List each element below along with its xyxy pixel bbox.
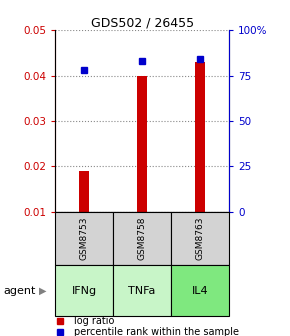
Text: IL4: IL4 [192, 286, 209, 296]
Text: TNFa: TNFa [128, 286, 156, 296]
FancyBboxPatch shape [113, 265, 171, 316]
Text: GSM8758: GSM8758 [137, 217, 147, 260]
FancyBboxPatch shape [171, 265, 229, 316]
Text: agent: agent [3, 286, 35, 296]
FancyBboxPatch shape [55, 265, 113, 316]
FancyBboxPatch shape [171, 212, 229, 265]
Title: GDS502 / 26455: GDS502 / 26455 [90, 16, 194, 29]
Bar [195, 62, 205, 212]
Text: percentile rank within the sample: percentile rank within the sample [74, 327, 239, 336]
Text: GSM8763: GSM8763 [195, 217, 205, 260]
Text: IFNg: IFNg [72, 286, 97, 296]
FancyBboxPatch shape [55, 212, 113, 265]
Text: ▶: ▶ [39, 286, 47, 296]
FancyBboxPatch shape [113, 212, 171, 265]
Bar [79, 171, 89, 212]
Text: GSM8753: GSM8753 [79, 217, 89, 260]
Text: log ratio: log ratio [74, 316, 114, 326]
Bar [137, 76, 147, 212]
